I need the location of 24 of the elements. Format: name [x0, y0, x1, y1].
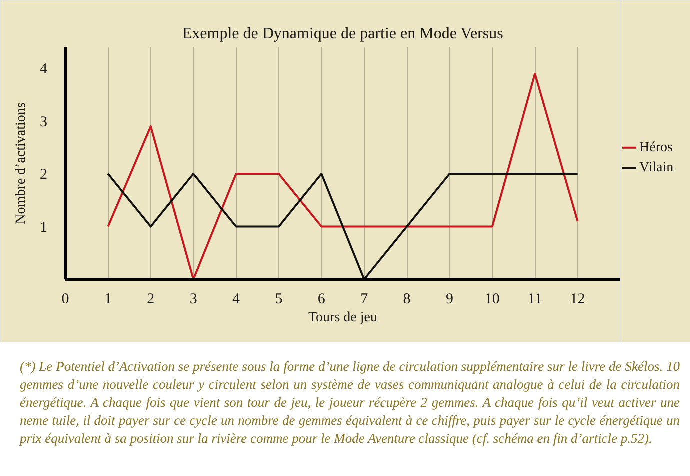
- chart-title: Exemple de Dynamique de partie en Mode Versus: [182, 26, 504, 42]
- x-tick-label: 1: [104, 292, 112, 308]
- text: (*) Le Potentiel d’Activation se présente sous la forme d’une ligne de circulation supplémentaire sur le livre de Skélos. 10 gemmes d’une nouvelle couleur y circulent selon un système de vases communiquant analogue à celui de la circulation énergétique. A chaque fois que vient son tour de jeu, le joueur récupère 2 gemmes. A chaque fois qu’il veut activer une neme tuile, il doit payer sur ce cycle un nombre de gemmes équivalent à ce chiffre, puis payer sur le cycle énergétique un prix équivalent à sa position sur la rivière comme pour le Mode Aventure classique (cf. schéma en fin d’article p.52).: [20, 358, 680, 448]
- legend-label: Héros: [640, 140, 673, 156]
- y-axis-title: Nombre d’activations: [14, 102, 29, 224]
- y-tick-label: 2: [40, 167, 48, 184]
- x-tick-label: 3: [190, 292, 198, 308]
- x-tick-label: 7: [360, 292, 369, 308]
- y-tick-label: 3: [40, 114, 48, 130]
- x-tick-label: 12: [570, 292, 586, 308]
- x-axis-title: Tours de jeu: [308, 310, 378, 326]
- x-tick-label: 4: [232, 292, 241, 308]
- x-tick-label: 6: [318, 292, 326, 308]
- x-tick-label: 2: [147, 292, 155, 308]
- y-tick-label: 1: [40, 220, 48, 236]
- x-tick-label: 10: [484, 292, 500, 308]
- line-series: [107, 72, 579, 280]
- legend-label: Vilain: [640, 160, 674, 176]
- x-tick-label: 9: [446, 292, 454, 308]
- x-tick-label: 11: [528, 292, 542, 308]
- x-tick-label: 5: [275, 292, 283, 308]
- x-tick-label: 0: [62, 292, 70, 308]
- x-tick-label: 8: [403, 292, 411, 308]
- y-tick-label: 4: [40, 62, 48, 78]
